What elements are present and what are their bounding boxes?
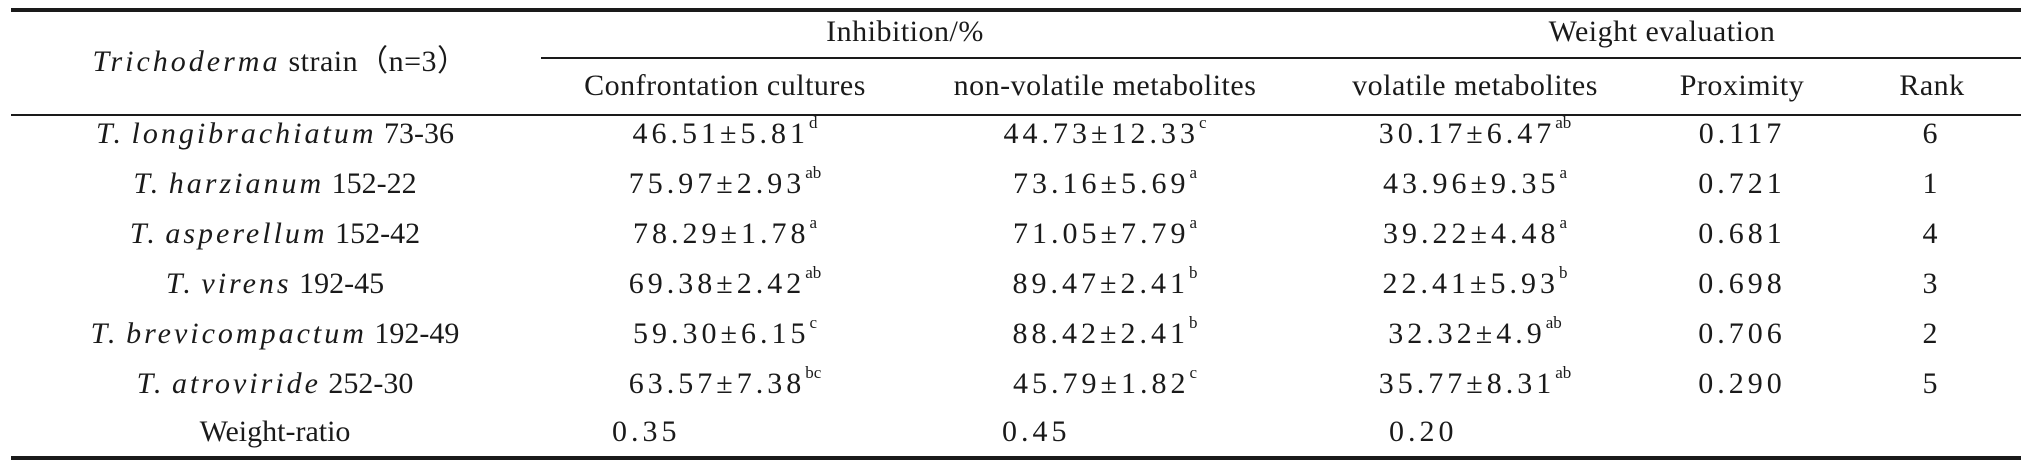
row-rank: 2 [1922, 317, 1942, 350]
row-volatile-value: 43.96±9.35a [1382, 163, 1568, 200]
row-nonvolatile-value: 73.16±5.69a [1012, 163, 1198, 200]
header-rank: Rank [1899, 69, 1965, 102]
row-nonvolatile-value: 45.79±1.82c [1012, 363, 1198, 400]
header-volatile-metabolites: volatile metabolites [1352, 69, 1598, 102]
row-strain: T. longibrachiatum 73-36 [96, 117, 454, 150]
row-confrontation-value: 63.57±7.38bc [628, 363, 822, 400]
header-strain: Trichoderma strain（n=3） [92, 45, 468, 78]
row-nonvolatile-value: 44.73±12.33c [1003, 113, 1207, 150]
row-confrontation-value: 69.38±2.42ab [628, 263, 822, 300]
row-rank: 6 [1922, 117, 1942, 150]
row-proximity: 0.721 [1698, 167, 1786, 200]
header-weight-evaluation: Weight evaluation [1548, 15, 1776, 48]
header-rule [11, 114, 2021, 116]
row-proximity: 0.706 [1698, 317, 1786, 350]
row-volatile-value: 22.41±5.93b [1382, 263, 1568, 300]
header-confrontation-cultures: Confrontation cultures [584, 69, 866, 102]
row-confrontation-value: 78.29±1.78a [632, 213, 818, 250]
row-nonvolatile-value: 71.05±7.79a [1012, 213, 1198, 250]
row-proximity: 0.681 [1698, 217, 1786, 250]
row-volatile-value: 35.77±8.31ab [1378, 363, 1572, 400]
row-strain: T. brevicompactum 192-49 [90, 317, 460, 350]
row-nonvolatile-value: 89.47±2.41b [1012, 263, 1198, 300]
row-proximity: 0.117 [1698, 117, 1786, 150]
row-strain: T. atroviride 252-30 [136, 367, 414, 400]
row-strain: T. harzianum 152-22 [133, 167, 417, 200]
row-rank: 4 [1922, 217, 1942, 250]
row-volatile-value: 32.32±4.9ab [1388, 313, 1562, 350]
weight-ratio-confrontation: 0.35 [612, 415, 681, 448]
header-non-volatile-metabolites: non-volatile metabolites [953, 69, 1257, 102]
row-rank: 1 [1922, 167, 1942, 200]
row-nonvolatile-value: 88.42±2.41b [1012, 313, 1198, 350]
top-rule [11, 8, 2021, 12]
row-confrontation-value: 59.30±6.15c [632, 313, 818, 350]
weight-ratio-nonvolatile: 0.45 [1002, 415, 1071, 448]
row-strain: T. virens 192-45 [165, 267, 385, 300]
bottom-rule [11, 456, 2021, 460]
row-volatile-value: 30.17±6.47ab [1378, 113, 1572, 150]
header-proximity: Proximity [1679, 69, 1805, 102]
row-rank: 5 [1922, 367, 1942, 400]
weight-ratio-label: Weight-ratio [199, 415, 351, 448]
row-confrontation-value: 75.97±2.93ab [628, 163, 822, 200]
row-proximity: 0.290 [1698, 367, 1786, 400]
header-subrule [541, 57, 2021, 59]
row-rank: 3 [1922, 267, 1942, 300]
header-inhibition: Inhibition/% [826, 15, 984, 48]
row-confrontation-value: 46.51±5.81d [632, 113, 818, 150]
row-proximity: 0.698 [1698, 267, 1786, 300]
row-volatile-value: 39.22±4.48a [1382, 213, 1568, 250]
weight-ratio-volatile: 0.20 [1389, 415, 1458, 448]
row-strain: T. asperellum 152-42 [129, 217, 421, 250]
